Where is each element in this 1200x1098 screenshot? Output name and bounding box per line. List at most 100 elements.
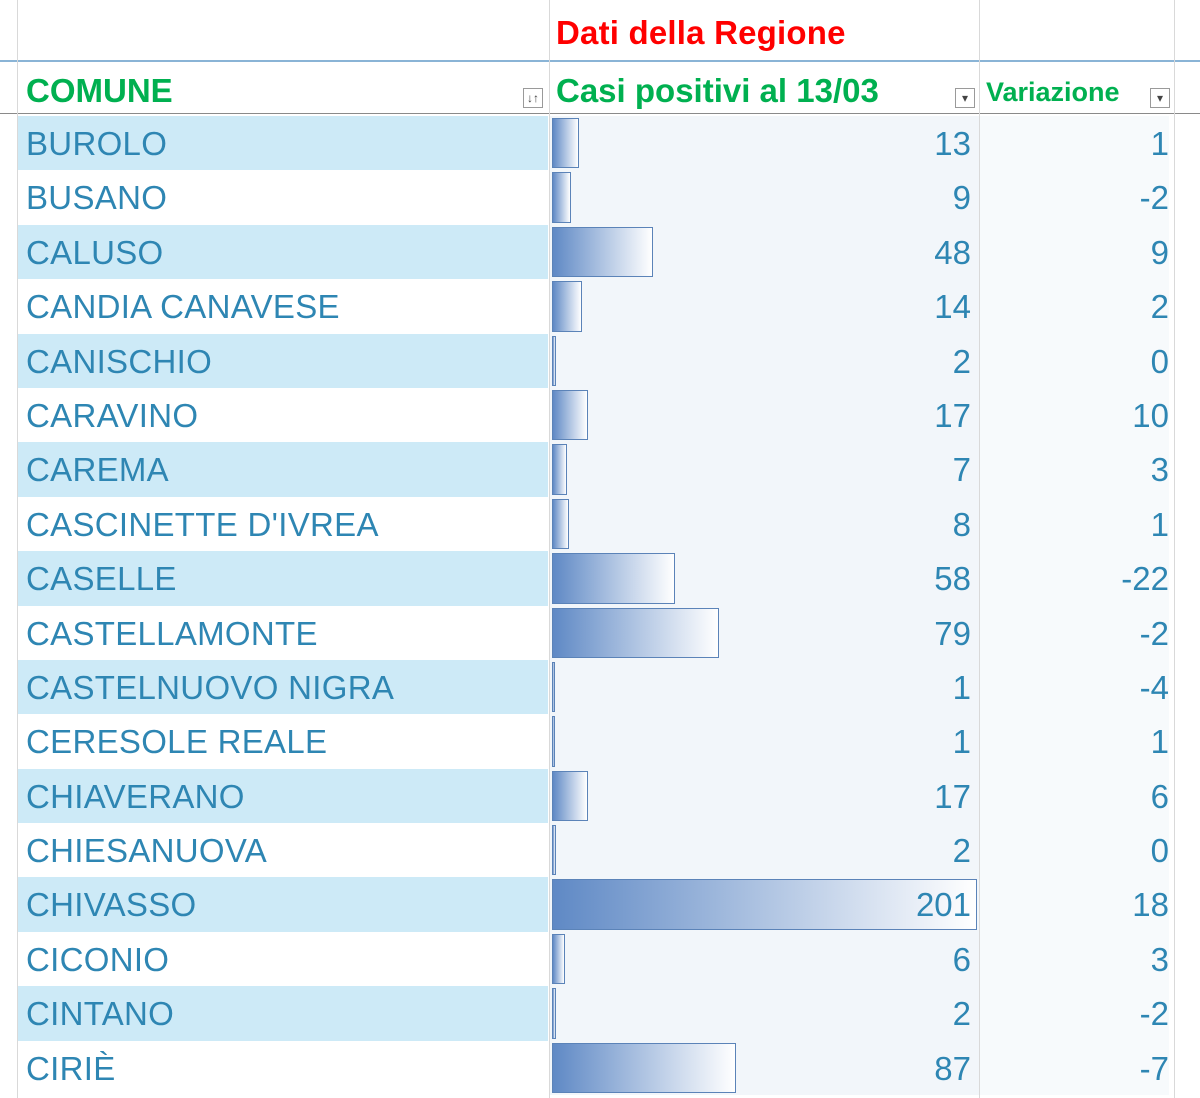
data-bar xyxy=(552,118,580,169)
comune-cell[interactable]: CIRIÈ xyxy=(17,1041,548,1095)
casi-cell[interactable]: 2 xyxy=(550,333,979,388)
variazione-cell[interactable]: 0 xyxy=(979,823,1169,878)
casi-cell[interactable]: 1 xyxy=(550,714,979,769)
comune-name: CHIESANUOVA xyxy=(26,832,268,870)
table-row: CASTELNUOVO NIGRA 1 -4 xyxy=(0,659,1200,715)
casi-cell[interactable]: 2 xyxy=(550,986,979,1041)
variazione-value: 1 xyxy=(1150,505,1169,543)
casi-value: 2 xyxy=(952,832,971,870)
casi-value: 201 xyxy=(915,886,971,924)
comune-cell[interactable]: CHIVASSO xyxy=(17,877,548,932)
casi-cell[interactable]: 48 xyxy=(550,224,979,280)
comune-cell[interactable]: CAREMA xyxy=(17,442,548,497)
comune-cell[interactable]: CINTANO xyxy=(17,986,548,1041)
casi-cell[interactable]: 2 xyxy=(550,823,979,878)
comune-name: CANISCHIO xyxy=(26,342,213,380)
comune-cell[interactable]: CASTELNUOVO NIGRA xyxy=(17,659,548,715)
data-bar xyxy=(552,933,565,985)
filter-dropdown-icon[interactable]: ▾ xyxy=(955,88,975,108)
table-row: BUROLO 13 1 xyxy=(0,116,1200,171)
variazione-cell[interactable]: -2 xyxy=(979,170,1169,225)
data-bar xyxy=(552,988,557,1039)
comune-cell[interactable]: BUSANO xyxy=(17,170,548,224)
comune-name: CHIAVERANO xyxy=(26,777,245,815)
comune-cell[interactable]: CALUSO xyxy=(17,224,548,280)
variazione-cell[interactable]: 6 xyxy=(979,768,1169,824)
variazione-cell[interactable]: 3 xyxy=(979,931,1169,987)
variazione-cell[interactable]: 1 xyxy=(979,116,1169,171)
variazione-cell[interactable]: -2 xyxy=(979,986,1169,1041)
data-bar xyxy=(552,553,675,604)
casi-cell[interactable]: 87 xyxy=(550,1040,979,1096)
table-row: CIRIÈ 87 -7 xyxy=(0,1040,1200,1096)
casi-cell[interactable]: 6 xyxy=(550,931,979,987)
comune-name: CALUSO xyxy=(26,233,164,271)
gridline xyxy=(1174,0,1175,1098)
data-bar xyxy=(552,444,567,495)
data-bar xyxy=(552,716,555,767)
data-bar xyxy=(552,607,720,658)
variazione-cell[interactable]: 2 xyxy=(979,279,1169,334)
filter-dropdown-icon[interactable]: ▾ xyxy=(1150,88,1170,108)
table-row: CARAVINO 17 10 xyxy=(0,387,1200,443)
variazione-cell[interactable]: 0 xyxy=(979,333,1169,388)
variazione-cell[interactable]: 10 xyxy=(979,387,1169,443)
comune-cell[interactable]: CHIAVERANO xyxy=(17,768,548,824)
variazione-cell[interactable]: 18 xyxy=(979,877,1169,932)
variazione-cell[interactable]: 9 xyxy=(979,224,1169,280)
casi-cell[interactable]: 8 xyxy=(550,496,979,552)
comune-cell[interactable]: CASELLE xyxy=(17,551,548,606)
variazione-cell[interactable]: 3 xyxy=(979,442,1169,497)
casi-cell[interactable]: 17 xyxy=(550,387,979,443)
table-row: CASCINETTE D'IVREA 8 1 xyxy=(0,496,1200,552)
table-row: CICONIO 6 3 xyxy=(0,931,1200,987)
variazione-cell[interactable]: -7 xyxy=(979,1040,1169,1096)
comune-cell[interactable]: CASTELLAMONTE xyxy=(17,606,548,660)
casi-cell[interactable]: 14 xyxy=(550,279,979,334)
variazione-value: 6 xyxy=(1150,777,1169,815)
variazione-value: 0 xyxy=(1150,342,1169,380)
variazione-value: 1 xyxy=(1150,723,1169,761)
casi-cell[interactable]: 1 xyxy=(550,659,979,715)
comune-name: CERESOLE REALE xyxy=(26,723,328,761)
casi-cell[interactable]: 9 xyxy=(550,170,979,225)
comune-name: CASTELNUOVO NIGRA xyxy=(26,668,395,706)
column-header-comune[interactable]: COMUNE xyxy=(26,72,173,109)
comune-cell[interactable]: CERESOLE REALE xyxy=(17,714,548,768)
comune-cell[interactable]: CANISCHIO xyxy=(17,333,548,388)
table-row: CANISCHIO 2 0 xyxy=(0,333,1200,388)
variazione-cell[interactable]: 1 xyxy=(979,496,1169,552)
data-bar xyxy=(552,281,582,332)
casi-value: 17 xyxy=(934,777,971,815)
variazione-cell[interactable]: -4 xyxy=(979,659,1169,715)
casi-cell[interactable]: 7 xyxy=(550,442,979,497)
casi-cell[interactable]: 58 xyxy=(550,551,979,606)
column-header-variazione[interactable]: Variazione xyxy=(986,77,1120,107)
variazione-cell[interactable]: -22 xyxy=(979,551,1169,606)
comune-cell[interactable]: CHIESANUOVA xyxy=(17,823,548,877)
comune-cell[interactable]: CARAVINO xyxy=(17,388,548,442)
variazione-cell[interactable]: -2 xyxy=(979,605,1169,660)
comune-name: BUSANO xyxy=(26,179,168,217)
casi-value: 79 xyxy=(934,614,971,652)
casi-cell[interactable]: 13 xyxy=(550,116,979,171)
gridline xyxy=(979,0,980,1098)
variazione-value: 10 xyxy=(1132,396,1169,434)
comune-cell[interactable]: BUROLO xyxy=(17,116,548,171)
comune-cell[interactable]: CANDIA CANAVESE xyxy=(17,279,548,333)
comune-cell[interactable]: CICONIO xyxy=(17,932,548,986)
variazione-value: -2 xyxy=(1139,179,1169,217)
casi-cell[interactable]: 79 xyxy=(550,605,979,660)
variazione-cell[interactable]: 1 xyxy=(979,714,1169,769)
sort-filter-icon[interactable]: ↓↑ xyxy=(523,88,543,108)
comune-name: CINTANO xyxy=(26,995,175,1033)
column-header-casi[interactable]: Casi positivi al 13/03 xyxy=(556,72,879,109)
casi-value: 58 xyxy=(934,560,971,598)
variazione-value: -22 xyxy=(1121,560,1169,598)
casi-cell[interactable]: 17 xyxy=(550,768,979,824)
comune-name: CAREMA xyxy=(26,451,169,489)
casi-cell[interactable]: 201 xyxy=(550,877,979,932)
comune-cell[interactable]: CASCINETTE D'IVREA xyxy=(17,497,548,551)
casi-value: 7 xyxy=(952,451,971,489)
